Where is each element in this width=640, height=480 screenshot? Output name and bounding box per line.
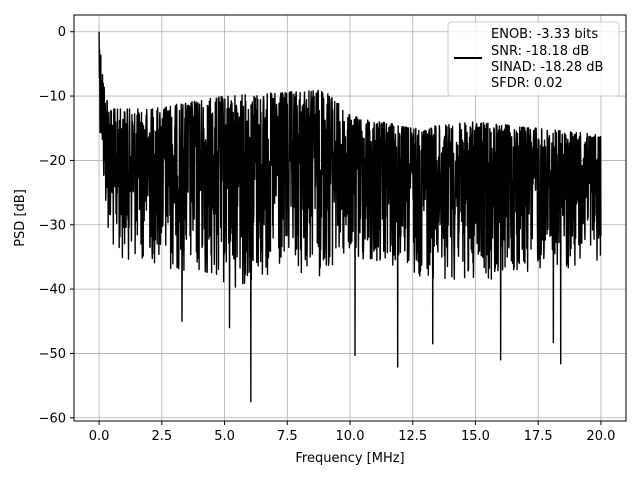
y-axis-label: PSD [dB] <box>13 189 28 247</box>
y-tick-label: −20 <box>39 154 66 169</box>
x-tick-label: 2.5 <box>151 429 172 444</box>
x-tick-label: 10.0 <box>336 429 365 444</box>
x-tick-label: 15.0 <box>461 429 490 444</box>
x-tick-label: 20.0 <box>586 429 615 444</box>
y-axis: 0 −10 −20 −30 −40 −50 −60 <box>39 25 74 426</box>
legend-text-sinad: SINAD: -18.28 dB <box>491 60 603 75</box>
legend-text-sfdr: SFDR: 0.02 <box>491 76 563 91</box>
y-tick-label: −50 <box>39 347 66 362</box>
y-tick-label: −40 <box>39 283 66 298</box>
x-tick-label: 17.5 <box>524 429 553 444</box>
x-axis: 0.0 2.5 5.0 7.5 10.0 12.5 15.0 17.5 20.0 <box>89 421 615 444</box>
x-tick-label: 7.5 <box>277 429 298 444</box>
x-tick-label: 12.5 <box>398 429 427 444</box>
x-tick-label: 0.0 <box>89 429 110 444</box>
legend-text-snr: SNR: -18.18 dB <box>491 44 589 59</box>
legend: ENOB: -3.33 bits SNR: -18.18 dB SINAD: -… <box>447 21 620 97</box>
y-tick-label: −10 <box>39 90 66 105</box>
psd-series <box>98 31 602 403</box>
y-tick-label: −60 <box>39 411 66 426</box>
legend-text-enob: ENOB: -3.33 bits <box>491 27 598 42</box>
legend-box <box>447 21 620 97</box>
y-tick-label: −30 <box>39 218 66 233</box>
psd-series-line <box>98 31 602 403</box>
y-tick-label: 0 <box>58 25 66 40</box>
x-tick-label: 5.0 <box>214 429 235 444</box>
x-axis-label: Frequency [MHz] <box>295 451 404 466</box>
